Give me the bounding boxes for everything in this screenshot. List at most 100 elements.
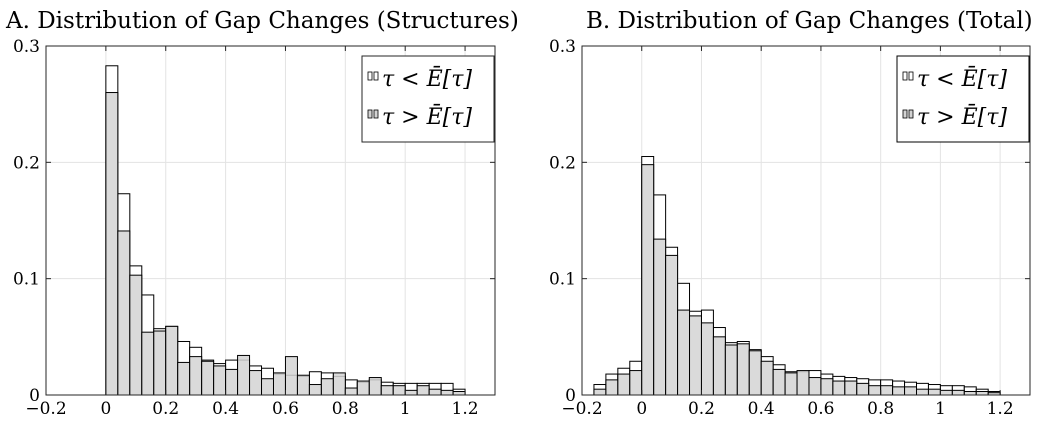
legend-label: τ < Ē[τ] [917, 66, 1007, 92]
bar-series-2 [712, 336, 726, 396]
bar-series-2 [832, 380, 846, 396]
x-tick-label: 0.4 [748, 399, 775, 419]
bar-series-2 [856, 382, 870, 396]
bar-series-2 [772, 368, 786, 396]
y-tick-label: 0.1 [13, 270, 40, 290]
bar-series-2 [344, 387, 358, 396]
panel-b: −0.2 0 0.2 0.4 0.6 0.8 1 1.200.10.20.3B. Distri… [549, 8, 1033, 419]
bar-series-2 [117, 230, 131, 396]
bar-series-2 [452, 391, 466, 396]
axes-box [581, 45, 1031, 396]
bar-series-2 [796, 370, 810, 396]
bar-series-2 [308, 384, 322, 396]
bar-series-2 [892, 386, 906, 396]
x-tick-label: 1.2 [987, 399, 1014, 419]
bar-series-2 [189, 356, 203, 396]
bar-series-2 [320, 378, 334, 396]
legend-label: τ > Ē[τ] [917, 104, 1007, 130]
bar-series-2 [105, 92, 119, 396]
bar-series-2 [760, 360, 774, 396]
legend-swatch [908, 71, 914, 81]
bar-series-2 [916, 388, 929, 396]
bar-series-2 [724, 344, 738, 396]
y-tick-label: 0 [565, 386, 576, 406]
bar-series-2 [272, 372, 286, 396]
legend: τ < Ē[τ] τ > Ē[τ] [896, 55, 1030, 143]
bar-series-2 [368, 377, 382, 396]
legend-box [361, 55, 495, 143]
x-tick-label: 0 [100, 399, 111, 419]
y-tick-label: 0.2 [549, 153, 576, 173]
legend-swatch [902, 71, 908, 81]
x-tick-label: 0.2 [688, 399, 715, 419]
bar-series-2 [416, 385, 430, 396]
bar-series-2 [428, 388, 442, 396]
legend-swatch [902, 109, 908, 119]
bar-series-2 [736, 343, 750, 396]
bar-series-2 [641, 164, 655, 396]
chart-title: B. Distribution of Gap Changes (Total) [586, 8, 1033, 34]
bar-series-2 [225, 368, 239, 396]
bar-series-2 [975, 391, 989, 396]
bar-series-2 [261, 378, 274, 396]
bar-series-2 [380, 385, 394, 396]
y-tick-label: 0.3 [13, 37, 40, 57]
legend-label: τ < Ē[τ] [382, 66, 472, 92]
panel-a: −0.2 0 0.2 0.4 0.6 0.8 1 1.200.10.20.3A. Distri… [5, 8, 519, 419]
bar-series-2 [880, 385, 894, 396]
bar-series-2 [141, 331, 155, 396]
bar-series-2 [748, 350, 762, 396]
bar-series-2 [593, 388, 607, 396]
bar-series-2 [440, 389, 454, 396]
axes-box [45, 45, 496, 396]
y-tick-label: 0.3 [549, 37, 576, 57]
bar-series-2 [700, 322, 714, 396]
x-tick-label: −0.2 [561, 399, 602, 419]
bar-series-2 [677, 309, 691, 396]
legend-swatch [367, 71, 373, 81]
bar-series-2 [332, 372, 346, 396]
legend-label: τ > Ē[τ] [382, 104, 472, 130]
bar-series-2 [784, 372, 798, 396]
bar-series-2 [963, 391, 977, 396]
bar-series-2 [820, 378, 834, 396]
x-tick-label: 0.6 [272, 399, 299, 419]
legend-box [896, 55, 1030, 143]
bar-series-2 [284, 356, 298, 396]
bar-series-2 [356, 380, 370, 396]
bar-series-2 [201, 360, 215, 396]
bar-series-2 [951, 389, 965, 396]
bar-series-2 [237, 354, 251, 396]
legend-swatch [367, 109, 373, 119]
legend-swatch [908, 109, 914, 119]
x-tick-label: 0.2 [152, 399, 179, 419]
bar-series-2 [165, 325, 179, 396]
bar-series-2 [129, 274, 143, 396]
bar-series-2 [653, 238, 667, 396]
x-tick-label: 0.8 [332, 399, 359, 419]
legend-swatch [373, 109, 379, 119]
x-tick-label: 0 [636, 399, 647, 419]
x-tick-label: 0.4 [212, 399, 239, 419]
legend: τ < Ē[τ] τ > Ē[τ] [361, 55, 495, 143]
bar-series-2 [296, 374, 310, 396]
bar-series-2 [392, 385, 406, 396]
y-tick-label: 0.1 [549, 270, 576, 290]
y-tick-label: 0 [29, 386, 40, 406]
bar-series-2 [249, 370, 263, 396]
y-tick-label: 0.2 [13, 153, 40, 173]
legend-swatch [373, 71, 379, 81]
bar-series-2 [153, 330, 167, 396]
bar-series-2 [665, 254, 679, 396]
bar-series-2 [404, 389, 418, 396]
x-tick-label: 1 [935, 399, 946, 419]
bar-series-2 [213, 365, 227, 396]
bar-series-2 [605, 379, 619, 396]
bar-series-2 [904, 386, 918, 396]
bar-series-2 [177, 361, 191, 396]
bar-series-2 [868, 385, 882, 396]
bar-series-2 [927, 388, 941, 396]
bar-series-2 [844, 380, 858, 396]
x-tick-label: −0.2 [25, 399, 66, 419]
